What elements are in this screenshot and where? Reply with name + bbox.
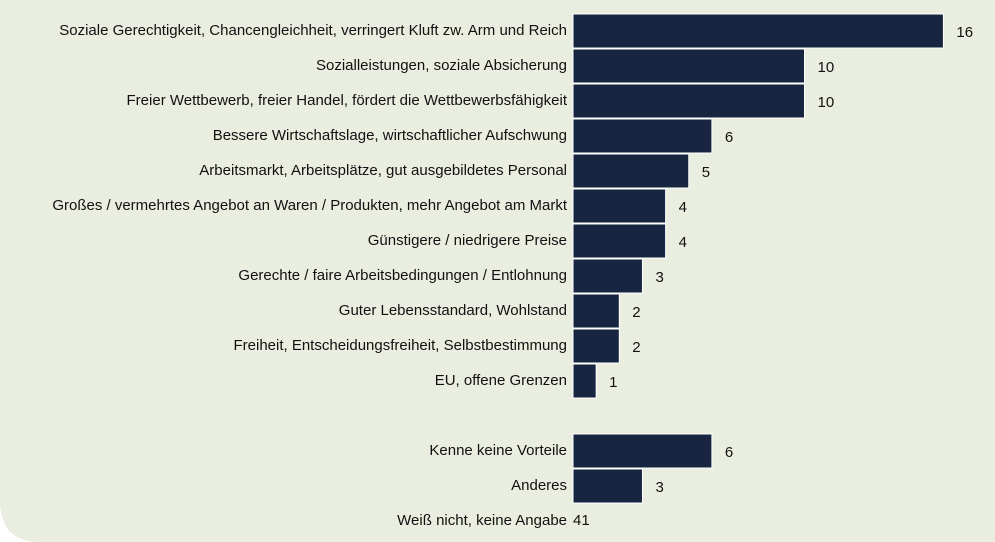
value-label: 1 xyxy=(609,374,617,391)
value-label: 4 xyxy=(679,199,687,216)
bar xyxy=(572,328,620,364)
bar xyxy=(572,188,667,224)
value-label: 2 xyxy=(632,339,640,356)
category-label: Anderes xyxy=(511,477,567,494)
category-label: EU, offene Grenzen xyxy=(435,372,567,389)
value-label: 6 xyxy=(725,444,733,461)
value-label: 2 xyxy=(632,304,640,321)
bar xyxy=(572,293,620,329)
category-label: Sozialleistungen, soziale Absicherung xyxy=(316,57,567,74)
bar xyxy=(572,83,805,119)
category-label: Bessere Wirtschaftslage, wirtschaftliche… xyxy=(213,127,567,144)
bar xyxy=(572,153,690,189)
value-label: 10 xyxy=(818,94,835,111)
bar xyxy=(572,433,713,469)
value-label: 3 xyxy=(655,269,663,286)
category-label: Freier Wettbewerb, freier Handel, förder… xyxy=(127,92,568,109)
category-label: Gerechte / faire Arbeitsbedingungen / En… xyxy=(238,267,567,284)
category-label: Freiheit, Entscheidungsfreiheit, Selbstb… xyxy=(233,337,567,354)
category-label: Arbeitsmarkt, Arbeitsplätze, gut ausgebi… xyxy=(199,162,567,179)
bar xyxy=(572,258,643,294)
category-label: Soziale Gerechtigkeit, Chancengleichheit… xyxy=(59,22,567,39)
bar xyxy=(572,363,597,399)
bar xyxy=(572,468,643,504)
value-label: 6 xyxy=(725,129,733,146)
category-label: Kenne keine Vorteile xyxy=(429,442,567,459)
value-label: 10 xyxy=(818,59,835,76)
category-label: Weiß nicht, keine Angabe xyxy=(397,512,567,529)
category-label: Großes / vermehrtes Angebot an Waren / P… xyxy=(52,197,568,214)
bar xyxy=(572,223,667,259)
value-label: 4 xyxy=(679,234,687,251)
bar xyxy=(572,13,944,49)
bar xyxy=(572,118,713,154)
value-label: 3 xyxy=(655,479,663,496)
value-label: 5 xyxy=(702,164,710,181)
value-label: 41 xyxy=(573,512,590,529)
bar xyxy=(572,48,805,84)
category-label: Guter Lebensstandard, Wohlstand xyxy=(339,302,567,319)
category-label: Günstigere / niedrigere Preise xyxy=(368,232,567,249)
value-label: 16 xyxy=(956,24,973,41)
